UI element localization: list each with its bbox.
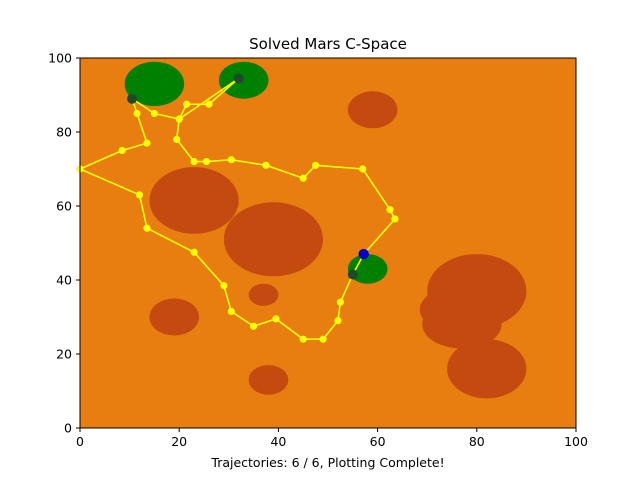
x-tick-label: 80 [469, 434, 485, 449]
visited-goal-marker [347, 269, 358, 280]
waypoint-marker [183, 100, 191, 108]
x-tick-label: 100 [564, 434, 588, 449]
waypoint-marker [205, 100, 213, 108]
obstacles-layer [149, 91, 527, 399]
waypoint-marker [173, 135, 181, 143]
y-axis: 0 20 40 60 80 100 [48, 51, 80, 436]
y-tick-label: 80 [56, 125, 72, 140]
obstacle-ellipse [347, 91, 398, 129]
waypoint-marker [227, 307, 235, 316]
waypoint-marker [299, 174, 307, 182]
chart-title: Solved Mars C-Space [249, 35, 407, 53]
waypoint-marker [133, 109, 141, 118]
goal-region-ellipse [347, 254, 388, 284]
markers-layer [76, 73, 399, 343]
start-marker [358, 248, 369, 260]
obstacle-ellipse [223, 202, 324, 277]
waypoint-marker [359, 165, 367, 173]
waypoint-marker [118, 146, 126, 155]
waypoint-marker [190, 248, 198, 256]
waypoint-marker [202, 158, 211, 166]
obstacle-ellipse [149, 167, 239, 234]
waypoint-marker [220, 281, 228, 290]
visited-goal-marker [127, 93, 138, 104]
waypoint-marker [135, 191, 144, 199]
goal-regions-layer [124, 61, 388, 284]
waypoint-marker [319, 335, 327, 343]
y-tick-label: 0 [64, 421, 72, 436]
plot-frame [79, 57, 577, 429]
waypoint-marker [312, 161, 320, 169]
visited-goal-marker [233, 73, 244, 84]
y-tick-label: 60 [56, 199, 72, 214]
y-tick-label: 20 [56, 347, 72, 362]
waypoint-marker [299, 335, 307, 343]
goal-region-ellipse [218, 61, 269, 99]
y-tick-label: 100 [48, 51, 72, 66]
waypoint-marker [334, 317, 342, 325]
x-axis: 0 20 40 60 80 100 [76, 428, 588, 449]
x-tick-label: 40 [270, 434, 286, 449]
obstacle-ellipse [422, 300, 502, 349]
waypoint-marker [272, 315, 280, 323]
waypoint-marker [143, 139, 151, 147]
plot-area [76, 57, 577, 429]
obstacle-ellipse [447, 339, 527, 399]
x-tick-label: 0 [76, 434, 84, 449]
x-tick-label: 60 [370, 434, 386, 449]
x-axis-label: Trajectories: 6 / 6, Plotting Complete! [210, 455, 444, 470]
obstacle-ellipse [248, 365, 289, 395]
waypoint-marker [143, 224, 151, 232]
waypoint-marker [262, 161, 270, 169]
waypoint-marker [150, 109, 158, 118]
waypoint-marker [175, 115, 183, 123]
y-tick-label: 40 [56, 273, 72, 288]
waypoint-marker [336, 298, 344, 306]
waypoint-marker [391, 215, 399, 223]
waypoint-marker [250, 322, 258, 330]
waypoint-marker [227, 156, 235, 164]
waypoint-marker [386, 206, 394, 214]
waypoint-marker [190, 158, 198, 166]
obstacle-ellipse [149, 298, 200, 336]
x-tick-label: 20 [171, 434, 187, 449]
goal-region-ellipse [124, 61, 185, 107]
obstacle-ellipse [248, 283, 279, 306]
